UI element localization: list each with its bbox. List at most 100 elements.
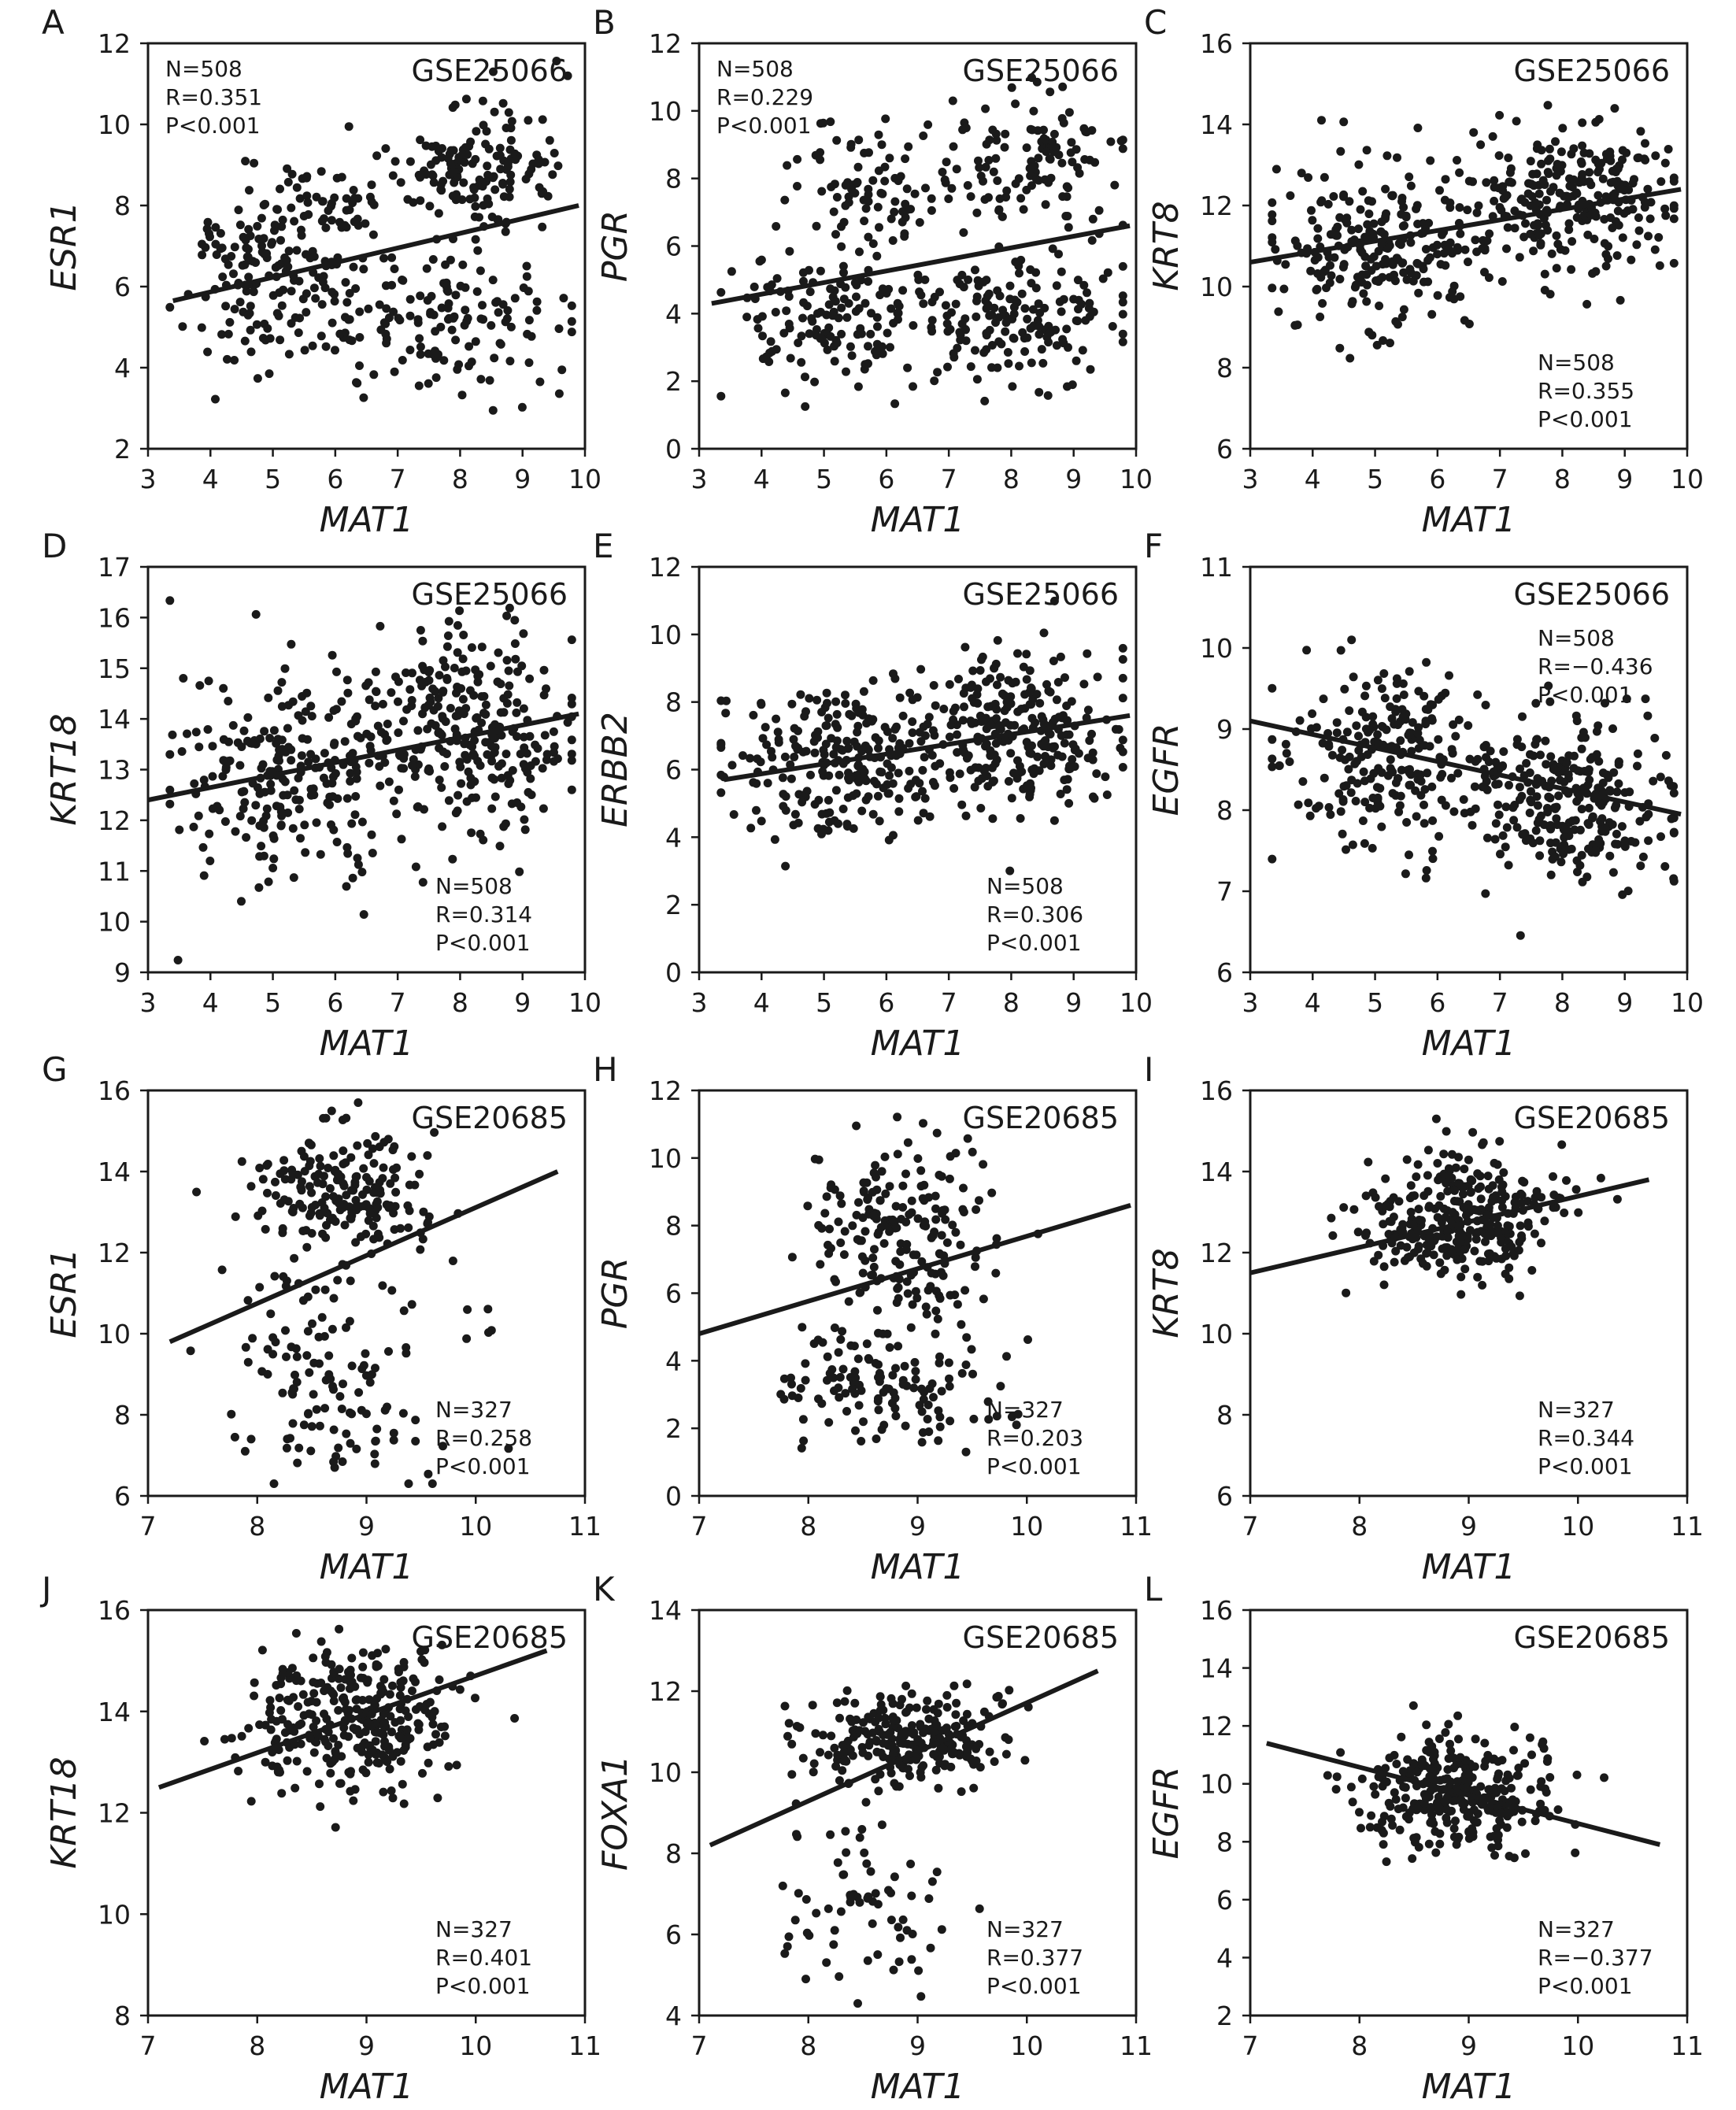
data-point (1534, 189, 1544, 198)
data-point (793, 154, 802, 164)
data-point (259, 823, 268, 832)
data-point (1392, 254, 1401, 263)
data-point (868, 239, 878, 248)
data-point (1627, 837, 1636, 846)
data-point (863, 1195, 872, 1205)
data-point (321, 223, 331, 232)
data-point (387, 253, 397, 262)
data-point (966, 716, 975, 726)
data-point (1116, 136, 1126, 146)
data-point (1338, 829, 1347, 838)
data-point (459, 631, 468, 639)
data-point (270, 226, 279, 235)
data-point (1001, 1749, 1011, 1759)
data-point (343, 849, 353, 858)
data-point (411, 862, 420, 872)
data-point (839, 217, 849, 227)
data-point (1304, 173, 1313, 182)
data-point (443, 631, 453, 640)
data-point (240, 1446, 250, 1456)
panel-a: A3 4 5 6 7 8 9 1024681012MAT1ESR1GSE25066N=508R… (42, 3, 601, 540)
data-point (1405, 764, 1414, 774)
data-point (1049, 596, 1059, 605)
data-point (379, 1787, 388, 1797)
data-point (303, 1327, 313, 1336)
data-point (1609, 768, 1619, 777)
data-point (868, 809, 878, 819)
data-point (1573, 868, 1582, 876)
data-point (501, 227, 510, 236)
data-point (946, 1290, 955, 1300)
data-point (1481, 701, 1490, 709)
data-point (932, 1128, 942, 1138)
x-tick-label: 10 (568, 464, 601, 494)
data-point (1394, 239, 1404, 248)
data-point (365, 192, 375, 202)
data-point (1464, 721, 1473, 730)
data-point (302, 173, 311, 183)
data-point (813, 733, 822, 742)
data-point (1435, 1258, 1445, 1268)
data-point (294, 1720, 304, 1730)
data-point (1473, 690, 1482, 699)
data-point (981, 296, 990, 305)
data-point (379, 1709, 388, 1719)
data-point (967, 1345, 976, 1354)
data-point (402, 1343, 411, 1352)
data-point (931, 1306, 941, 1316)
data-point (902, 184, 912, 194)
data-point (1453, 1255, 1462, 1264)
data-point (1455, 168, 1464, 177)
data-point (1544, 681, 1553, 690)
data-point (1517, 194, 1527, 204)
data-point (235, 220, 245, 230)
data-point (304, 1409, 313, 1418)
data-point (339, 1146, 348, 1156)
data-point (1478, 1140, 1487, 1149)
data-point (532, 150, 542, 160)
data-point (1379, 669, 1389, 678)
data-point (420, 703, 430, 713)
data-point (398, 1779, 407, 1789)
data-point (309, 790, 319, 800)
data-point (278, 1223, 287, 1233)
data-point (1493, 1160, 1502, 1169)
data-point (915, 287, 924, 297)
data-point (1360, 232, 1370, 242)
data-point (1009, 768, 1018, 778)
data-point (466, 773, 476, 783)
data-point (1501, 1251, 1511, 1260)
data-point (1354, 160, 1364, 169)
data-point (1408, 718, 1417, 727)
data-point (250, 158, 259, 168)
data-point (1431, 1204, 1440, 1213)
data-point (416, 1245, 425, 1254)
data-point (921, 1302, 931, 1312)
data-point (1480, 781, 1489, 790)
data-point (944, 194, 953, 203)
data-point (239, 726, 249, 735)
data-point (818, 767, 827, 776)
data-point (261, 335, 270, 345)
data-point (1335, 213, 1345, 222)
data-point (322, 1220, 331, 1230)
data-point (1556, 245, 1565, 254)
data-point (1402, 275, 1412, 284)
data-point (297, 751, 306, 761)
dataset-label: GSE25066 (963, 577, 1119, 612)
data-point (937, 1231, 946, 1240)
data-point (814, 1394, 823, 1404)
data-point (237, 742, 246, 751)
data-point (1494, 810, 1504, 820)
data-point (407, 696, 416, 705)
data-point (1588, 812, 1597, 821)
data-point (539, 690, 549, 700)
data-point (261, 1757, 270, 1767)
data-point (919, 131, 928, 140)
data-point (1490, 835, 1500, 844)
data-point (727, 761, 737, 770)
data-point (1428, 846, 1437, 856)
data-point (1358, 816, 1368, 825)
data-point (901, 199, 910, 209)
